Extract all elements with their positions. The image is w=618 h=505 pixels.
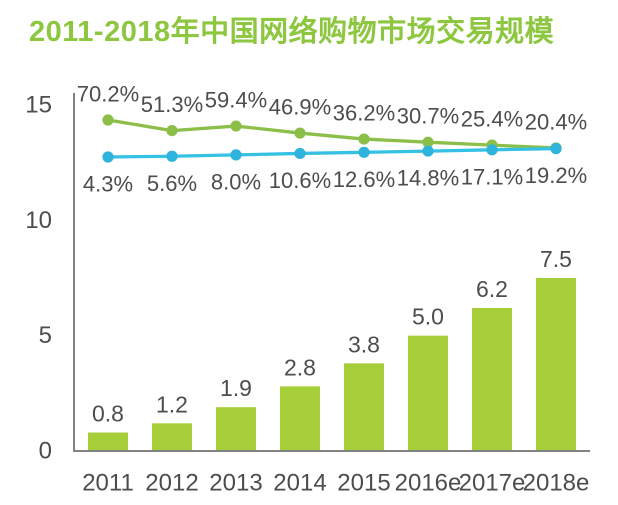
line-1-point-2014 (294, 147, 306, 160)
line-1-label-2015: 12.6% (333, 167, 395, 192)
x-category-label-2016e: 2016e (395, 470, 462, 497)
line-0-label-2015: 36.2% (333, 101, 395, 126)
line-1-label-2018e: 19.2% (525, 163, 587, 188)
line-0-label-2018e: 20.4% (525, 109, 587, 134)
bar-2018e (536, 278, 576, 451)
line-0-label-2012: 51.3% (141, 92, 203, 117)
line-0-label-2013: 59.4% (205, 88, 267, 113)
line-1-label-2013: 8.0% (211, 169, 261, 194)
bar-2016e (408, 335, 448, 451)
line-1-point-2013 (230, 149, 242, 161)
bar-value-label-2018e: 7.5 (540, 246, 572, 272)
bar-value-label-2014: 2.8 (284, 354, 316, 380)
y-tick-label-10: 10 (25, 207, 52, 234)
bar-2012 (152, 423, 192, 451)
bar-value-label-2015: 3.8 (348, 331, 380, 357)
x-category-label-2018e: 2018e (523, 470, 590, 497)
x-category-label-2013: 2013 (209, 470, 262, 497)
line-1-label-2012: 5.6% (147, 171, 197, 196)
y-tick-label-15: 15 (25, 92, 52, 119)
chart-title: 2011-2018年中国网络购物市场交易规模 (29, 16, 555, 48)
line-0-label-2014: 46.9% (269, 95, 331, 120)
line-0-label-2011: 70.2% (77, 81, 139, 106)
line-1-point-2017e (486, 144, 498, 156)
bar-2015 (344, 363, 384, 451)
line-0-point-2012 (166, 125, 178, 137)
line-0-point-2011 (102, 114, 114, 126)
bar-value-label-2013: 1.9 (220, 375, 252, 401)
x-category-label-2011: 2011 (82, 470, 134, 497)
line-0-label-2016e: 30.7% (397, 104, 459, 129)
line-1-point-2015 (358, 146, 370, 158)
line-1-label-2017e: 17.1% (461, 164, 523, 189)
line-series-0 (107, 118, 557, 150)
bar-value-label-2012: 1.2 (156, 391, 188, 417)
x-category-label-2014: 2014 (273, 470, 326, 497)
bar-value-label-2016e: 5.0 (412, 304, 444, 330)
line-0-label-2017e: 25.4% (461, 107, 523, 132)
line-1-point-2016e (422, 145, 434, 157)
line-0-point-2013 (230, 120, 242, 132)
x-category-label-2017e: 2017e (459, 470, 526, 497)
y-tick-label-5: 5 (39, 322, 52, 349)
bar-value-label-2017e: 6.2 (476, 276, 508, 302)
line-1-point-2011 (102, 151, 114, 163)
bar-2011 (88, 432, 128, 451)
line-1-label-2011: 4.3% (83, 171, 133, 196)
bar-2014 (280, 386, 320, 451)
line-1-point-2018e (550, 143, 562, 155)
line-series-1 (107, 146, 557, 159)
bar-2013 (216, 407, 256, 451)
bar-2017e (472, 307, 512, 451)
y-tick-label-0: 0 (39, 438, 52, 465)
line-0-point-2016e (422, 136, 434, 148)
line-1-label-2014: 10.6% (269, 168, 331, 193)
line-1-label-2016e: 14.8% (397, 166, 459, 191)
line-0-point-2015 (358, 133, 370, 145)
line-1-point-2012 (166, 150, 178, 162)
x-category-label-2012: 2012 (145, 470, 198, 497)
axis-lines (73, 93, 590, 452)
line-0-point-2014 (294, 127, 306, 139)
x-category-label-2015: 2015 (337, 470, 390, 497)
bar-value-label-2011: 0.8 (92, 401, 124, 427)
